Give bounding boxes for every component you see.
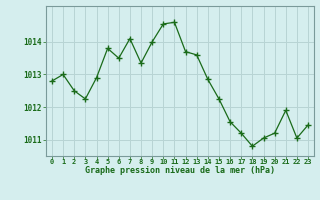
X-axis label: Graphe pression niveau de la mer (hPa): Graphe pression niveau de la mer (hPa) [85, 166, 275, 175]
